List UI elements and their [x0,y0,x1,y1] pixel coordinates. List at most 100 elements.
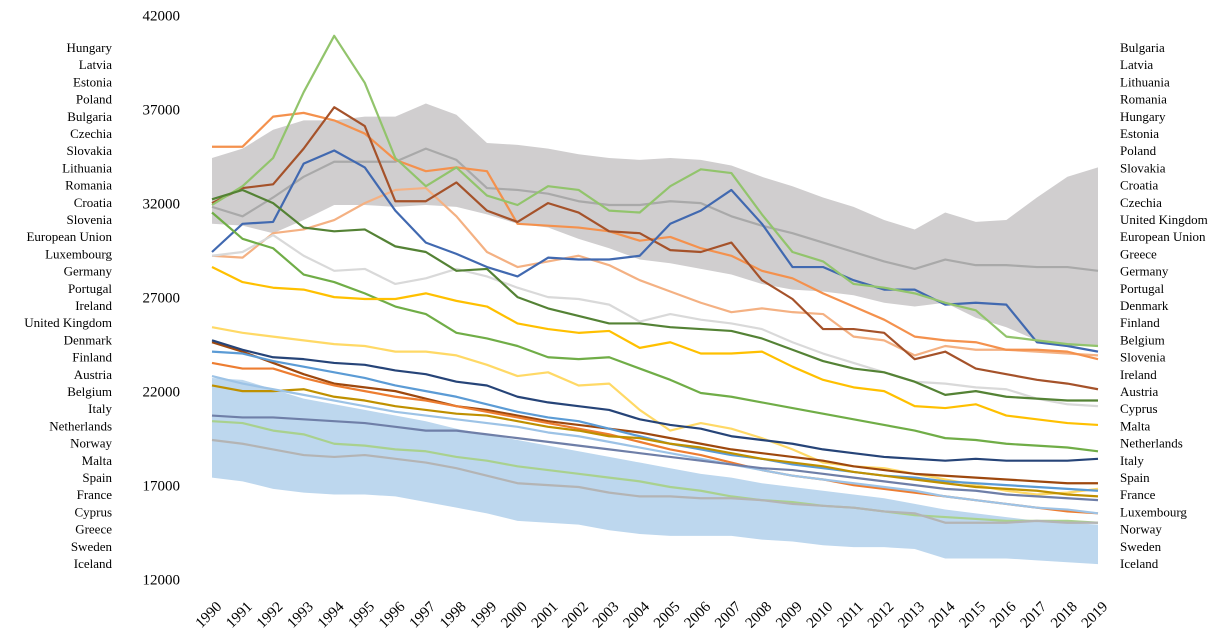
left-rank-label: Romania [65,178,112,193]
left-rank-label: Hungary [67,40,113,55]
y-tick-label: 22000 [143,384,181,400]
right-rank-label: Iceland [1120,556,1159,571]
right-rank-label: Poland [1120,143,1157,158]
x-tick-label: 1994 [315,599,348,632]
series-line [211,186,1099,357]
range-band [212,103,1098,346]
series-line [211,266,1099,427]
right-rank-label: Spain [1120,470,1150,485]
x-tick-label: 2018 [1048,599,1081,632]
right-rank-label: Greece [1120,246,1157,261]
right-rank-label: Slovenia [1120,350,1166,365]
left-rank-label: Sweden [71,539,113,554]
x-tick-label: 1992 [254,599,287,632]
left-rank-label: Czechia [70,126,112,141]
right-rank-label: Croatia [1120,178,1158,193]
right-rank-label: Denmark [1120,298,1169,313]
y-tick-label: 17000 [143,478,181,494]
left-rank-label: Bulgaria [67,109,112,124]
right-rank-label: Austria [1120,384,1159,399]
left-rank-label: Germany [64,264,113,279]
right-rank-label: Belgium [1120,332,1165,347]
series-line [211,106,1099,391]
x-tick-label: 2017 [1018,599,1051,632]
right-rank-label: Italy [1120,453,1144,468]
left-rank-label: Portugal [68,281,112,296]
x-tick-label: 2005 [651,599,684,632]
series-line [211,438,1098,524]
left-rank-label: Lithuania [62,160,112,175]
left-rank-label: Spain [82,470,112,485]
left-rank-label: Slovakia [67,143,113,158]
x-tick-label: 2002 [559,599,592,632]
x-tick-label: 2007 [712,599,745,632]
x-tick-label: 2019 [1079,599,1112,632]
x-tick-label: 1990 [193,599,226,632]
left-rank-label: European Union [26,229,112,244]
x-tick-label: 2014 [926,599,959,632]
x-tick-label: 1991 [223,599,256,632]
right-rank-label: Ireland [1120,367,1157,382]
x-tick-label: 1996 [376,599,409,632]
x-tick-label: 2012 [865,599,898,632]
x-tick-label: 2003 [590,599,623,632]
left-rank-label: Netherlands [49,418,112,433]
right-rank-label: Estonia [1120,126,1159,141]
series-line [211,384,1099,498]
left-rank-label: Poland [76,92,113,107]
series-line [211,233,1099,408]
left-rank-label: Greece [75,522,112,537]
left-rank-label: United Kingdom [24,315,112,330]
right-rank-label: European Union [1120,229,1206,244]
right-rank-label: Czechia [1120,195,1162,210]
left-rank-label: Luxembourg [45,246,112,261]
x-tick-label: 2010 [804,599,837,632]
right-rank-label: Malta [1120,418,1151,433]
series-line [211,339,1099,462]
series-line [211,34,1099,348]
series-line [211,147,1099,272]
series-line [211,375,1099,515]
y-tick-label: 12000 [143,572,181,588]
left-rank-label: Ireland [75,298,112,313]
right-rank-label: Finland [1120,315,1160,330]
right-rank-label: Romania [1120,92,1167,107]
right-rank-label: Cyprus [1120,401,1158,416]
y-tick-label: 32000 [143,196,181,212]
left-rank-label: Latvia [79,57,112,72]
x-tick-label: 1998 [437,599,470,632]
right-rank-label: Norway [1120,522,1162,537]
left-rank-label: Belgium [67,384,112,399]
right-rank-label: United Kingdom [1120,212,1208,227]
x-tick-label: 2009 [773,599,806,632]
left-rank-label: Iceland [74,556,113,571]
left-rank-label: Austria [74,367,113,382]
left-rank-label: France [77,487,113,502]
x-tick-label: 2006 [682,599,715,632]
right-rank-label: France [1120,487,1156,502]
x-tick-label: 1999 [468,599,501,632]
x-tick-label: 1995 [345,599,378,632]
x-tick-label: 2013 [895,599,928,632]
right-rank-label: Latvia [1120,57,1153,72]
left-rank-label: Norway [70,436,112,451]
left-rank-label: Denmark [64,332,113,347]
right-rank-label: Hungary [1120,109,1166,124]
right-rank-label: Lithuania [1120,74,1170,89]
x-tick-label: 1997 [407,599,440,632]
series-line [211,414,1099,502]
left-rank-label: Finland [72,350,112,365]
left-rank-label: Estonia [73,74,112,89]
series-line [211,326,1099,496]
y-tick-label: 37000 [143,102,181,118]
left-rank-label: Cyprus [74,504,112,519]
x-tick-label: 2016 [987,599,1020,632]
x-tick-label: 2004 [620,599,653,632]
x-tick-label: 2001 [529,599,562,632]
series-line [211,188,1098,402]
series-line [211,211,1099,453]
right-rank-label: Luxembourg [1120,504,1187,519]
y-tick-label: 27000 [143,290,181,306]
range-band [212,377,1098,565]
